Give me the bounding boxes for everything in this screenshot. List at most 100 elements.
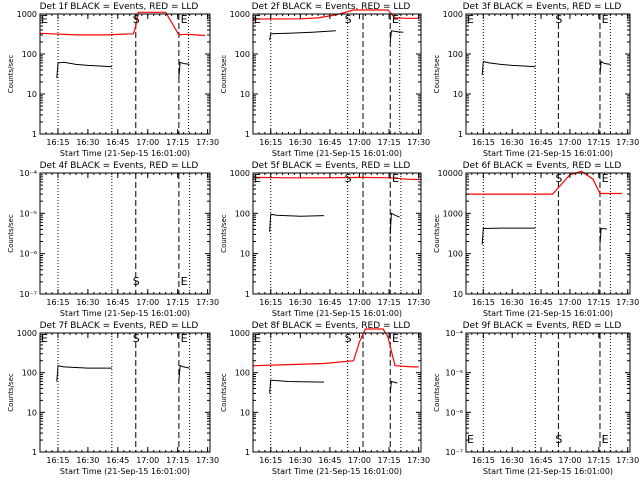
x-tick-label: 17:15 bbox=[378, 456, 401, 465]
plot-frame bbox=[465, 13, 631, 135]
x-tick-label: 16:15 bbox=[472, 138, 495, 147]
start-marker: S bbox=[555, 13, 562, 26]
start-marker: S bbox=[133, 13, 140, 26]
chart-title: Det 2f BLACK = Events, RED = LLD bbox=[252, 2, 411, 12]
x-axis-label: Start Time (21-Sep-15 16:01:00) bbox=[483, 309, 613, 318]
x-axis-label: Start Time (21-Sep-15 16:01:00) bbox=[483, 467, 613, 476]
end-marker: E bbox=[181, 275, 188, 288]
y-tick-label: 100 bbox=[235, 209, 250, 218]
x-tick-label: 17:00 bbox=[136, 298, 159, 307]
chart-panel: Det 7f BLACK = Events, RED = LLD Counts/s… bbox=[7, 321, 219, 476]
x-tick-label: 16:45 bbox=[530, 138, 553, 147]
x-tick-label: 16:30 bbox=[289, 138, 312, 147]
chart-title: Det 9f BLACK = Events, RED = LLD bbox=[463, 321, 622, 331]
y-tick-label: 1 bbox=[245, 290, 250, 299]
x-tick-label: 16:15 bbox=[259, 298, 282, 307]
chart-title: Det 7f BLACK = Events, RED = LLD bbox=[40, 321, 199, 331]
y-axis-label: Counts/sec bbox=[433, 55, 441, 94]
x-tick-label: 16:45 bbox=[318, 298, 341, 307]
y-tick-label: 10⁻⁶ bbox=[445, 408, 463, 417]
lld-series-line bbox=[252, 328, 419, 368]
chart-panel: Det 2f BLACK = Events, RED = LLD Counts/s… bbox=[220, 2, 430, 158]
chart-title: Det 4f BLACK = Events, RED = LLD bbox=[40, 161, 199, 171]
events-series-line bbox=[389, 380, 398, 394]
events-series-line bbox=[178, 365, 190, 382]
y-tick-label: 1 bbox=[32, 130, 37, 139]
plot-frame bbox=[252, 13, 422, 135]
x-tick-label: 16:45 bbox=[106, 298, 129, 307]
y-axis-label: Counts/sec bbox=[7, 55, 15, 94]
x-tick-label: 16:45 bbox=[106, 138, 129, 147]
x-tick-label: 17:30 bbox=[616, 138, 639, 147]
events-series-line bbox=[481, 60, 536, 75]
end-marker: E bbox=[392, 332, 399, 345]
start-marker: S bbox=[345, 172, 352, 185]
y-tick-label: 10 bbox=[453, 90, 463, 99]
x-tick-label: 17:00 bbox=[136, 138, 159, 147]
x-tick-label: 17:15 bbox=[378, 138, 401, 147]
x-tick-label: 16:30 bbox=[501, 138, 524, 147]
events-series-line bbox=[599, 60, 611, 75]
x-axis-label: Start Time (21-Sep-15 16:01:00) bbox=[60, 149, 190, 158]
x-tick-label: 17:15 bbox=[166, 456, 189, 465]
x-tick-label: 16:45 bbox=[106, 456, 129, 465]
end-marker: E bbox=[392, 13, 399, 26]
end-marker: E bbox=[467, 433, 474, 446]
x-tick-label: 16:45 bbox=[530, 298, 553, 307]
y-tick-label: 1000 bbox=[230, 329, 250, 338]
y-tick-label: 10 bbox=[240, 408, 250, 417]
events-series-line bbox=[56, 365, 112, 382]
x-axis-label: Start Time (21-Sep-15 16:01:00) bbox=[272, 467, 402, 476]
events-series-line bbox=[389, 212, 400, 235]
y-axis-label: Counts/sec bbox=[220, 373, 228, 412]
y-tick-label: 10 bbox=[453, 290, 463, 299]
y-tick-label: 10 bbox=[27, 408, 37, 417]
start-marker: S bbox=[345, 332, 352, 345]
chart-panel: Det 6f BLACK = Events, RED = LLD Counts/s… bbox=[433, 161, 639, 318]
start-marker: S bbox=[133, 332, 140, 345]
start-marker: S bbox=[345, 13, 352, 26]
end-marker: E bbox=[254, 13, 261, 26]
events-series-line bbox=[178, 61, 190, 79]
x-axis-label: Start Time (21-Sep-15 16:01:00) bbox=[483, 149, 613, 158]
x-tick-label: 17:30 bbox=[407, 298, 430, 307]
x-tick-label: 17:15 bbox=[166, 138, 189, 147]
plot-frame bbox=[252, 172, 422, 295]
x-tick-label: 17:15 bbox=[378, 298, 401, 307]
x-tick-label: 17:30 bbox=[616, 298, 639, 307]
y-tick-label: 1000 bbox=[17, 329, 37, 338]
x-tick-label: 17:30 bbox=[407, 456, 430, 465]
x-tick-label: 17:15 bbox=[166, 298, 189, 307]
y-tick-label: 1 bbox=[32, 448, 37, 457]
plot-frame bbox=[252, 332, 422, 453]
y-tick-label: 10 bbox=[240, 250, 250, 259]
x-axis-label: Start Time (21-Sep-15 16:01:00) bbox=[60, 309, 190, 318]
x-tick-label: 17:30 bbox=[616, 456, 639, 465]
y-tick-label: 1000 bbox=[443, 10, 463, 19]
x-tick-label: 17:00 bbox=[348, 138, 371, 147]
y-tick-label: 100 bbox=[448, 250, 463, 259]
x-tick-label: 16:15 bbox=[46, 298, 69, 307]
lld-series-line bbox=[252, 9, 419, 20]
chart-panel: Det 4f BLACK = Events, RED = LLD Counts/s… bbox=[7, 161, 219, 318]
y-axis-label: Counts/sec bbox=[220, 55, 228, 94]
x-axis-label: Start Time (21-Sep-15 16:01:00) bbox=[272, 149, 402, 158]
y-tick-label: 100 bbox=[235, 50, 250, 59]
y-tick-label: 10⁻⁷ bbox=[19, 290, 37, 299]
lld-series-line bbox=[39, 11, 206, 37]
x-tick-label: 16:15 bbox=[46, 138, 69, 147]
chart-panel: Det 5f BLACK = Events, RED = LLD Counts/s… bbox=[220, 161, 430, 318]
chart-title: Det 3f BLACK = Events, RED = LLD bbox=[463, 2, 622, 12]
x-tick-label: 16:30 bbox=[501, 298, 524, 307]
events-series-line bbox=[269, 213, 325, 232]
plot-frame bbox=[465, 172, 631, 295]
x-tick-label: 17:15 bbox=[587, 138, 610, 147]
end-marker: E bbox=[254, 172, 261, 185]
x-tick-label: 17:00 bbox=[348, 298, 371, 307]
events-series-line bbox=[389, 30, 404, 43]
y-tick-label: 1 bbox=[245, 448, 250, 457]
chart-title: Det 6f BLACK = Events, RED = LLD bbox=[463, 161, 622, 171]
x-axis-label: Start Time (21-Sep-15 16:01:00) bbox=[60, 467, 190, 476]
x-tick-label: 16:45 bbox=[318, 138, 341, 147]
end-marker: E bbox=[181, 332, 188, 345]
